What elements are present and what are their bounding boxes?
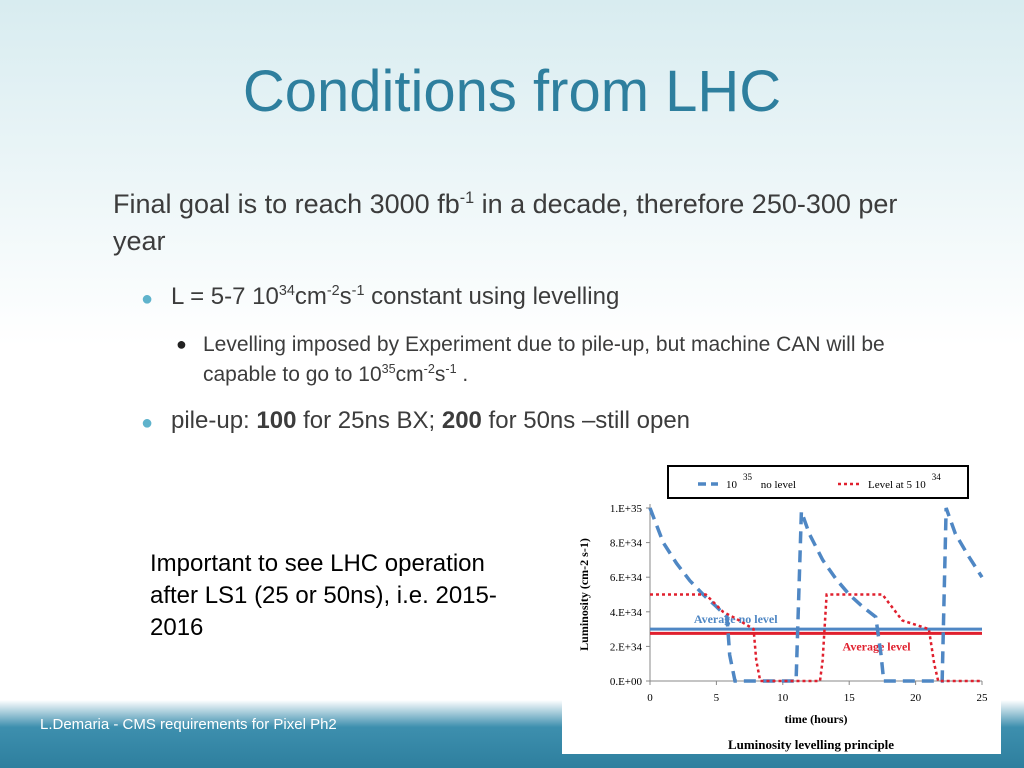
lhc-note: Important to see LHC operation after LS1… [150, 550, 497, 641]
goal-text-pre: Final goal is to reach 3000 fb [113, 189, 460, 219]
sub-bullet-mid2: s [434, 363, 446, 386]
y-tick-label: 4.E+34 [610, 607, 643, 619]
bullet1-mid2: s [339, 283, 352, 310]
y-axis-label: Luminosity (cm-2 s-1) [577, 538, 591, 651]
series-line [648, 507, 984, 683]
bullet1-sup3: -1 [351, 283, 365, 299]
bullet1-pre: L = 5-7 10 [171, 283, 279, 310]
bullet1-mid1: cm [294, 283, 327, 310]
luminosity-chart: 0.E+00 2.E+34 4.E+34 6.E+34 8.E+34 1.E+35 0 5 10… [562, 448, 1001, 754]
x-tick-label: 20 [910, 692, 922, 704]
bullet1-sup1: 34 [278, 283, 295, 299]
bullet-luminosity: ● L = 5-7 1034cm-2s-1 constant using lev… [113, 282, 913, 312]
bullet1-sup2: -2 [326, 283, 340, 299]
slide-title: Conditions from LHC [242, 59, 782, 124]
bullet2-bold2: 200 [441, 407, 482, 434]
x-tick-label: 0 [647, 692, 653, 704]
bullet2-post: for 50ns –still open [481, 407, 691, 434]
x-tick-label: 15 [844, 692, 856, 704]
bullet-dot-icon: ● [141, 412, 154, 434]
x-tick-label: 10 [777, 692, 789, 704]
goal-text-post: in a decade, therefore 250-300 per year [113, 189, 898, 256]
legend-box [667, 465, 969, 499]
slide-body: Final goal is to reach 3000 fb-1 in a de… [113, 186, 913, 436]
x-tick-label: 5 [714, 692, 720, 704]
bullet-dot-icon: ● [141, 288, 154, 310]
bullet2-pre: pile-up: [171, 407, 257, 434]
y-tick-label: 8.E+34 [610, 538, 643, 550]
sub-bullet-sup2: -2 [423, 362, 435, 376]
average-label: Average no level [694, 612, 778, 626]
luminosity-chart-svg: 0.E+00 2.E+34 4.E+34 6.E+34 8.E+34 1.E+35 0 5 10… [577, 465, 989, 752]
sub-bullet-mid1: cm [395, 363, 424, 386]
sub-bullet-levelling: ● Levelling imposed by Experiment due to… [113, 330, 903, 390]
sub-bullet-sup1: 35 [381, 362, 396, 376]
sub-bullet-post: . [456, 363, 469, 386]
x-tick-label: 25 [977, 692, 989, 704]
footer-text: L.Demaria - CMS requirements for Pixel P… [40, 716, 337, 733]
bullet-pileup: ● pile-up: 100 for 25ns BX; 200 for 50ns… [113, 406, 913, 436]
y-tick-label: 1.E+35 [610, 503, 643, 515]
goal-paragraph: Final goal is to reach 3000 fb-1 in a de… [113, 186, 913, 260]
sub-bullet-sup3: -1 [445, 362, 457, 376]
y-tick-label: 2.E+34 [610, 641, 643, 653]
series-line [650, 593, 982, 683]
y-tick-label: 0.E+00 [610, 676, 643, 688]
bullet1-post: constant using levelling [364, 283, 620, 310]
x-axis-label: time (hours) [785, 712, 848, 726]
bullet2-bold1: 100 [256, 407, 297, 434]
chart-title: Luminosity levelling principle [728, 737, 894, 752]
average-label: Average level [843, 639, 912, 653]
sub-bullet-pre: Levelling imposed by Experiment due to p… [203, 333, 885, 386]
legend-label-no-level: 1035 no level [726, 472, 796, 491]
y-tick-label: 6.E+34 [610, 572, 643, 584]
goal-text-sup: -1 [459, 189, 475, 207]
sub-bullet-dot-icon: ● [176, 334, 187, 354]
bullet2-mid: for 25ns BX; [296, 407, 442, 434]
legend-label-level: Level at 5 1034 [868, 472, 941, 491]
